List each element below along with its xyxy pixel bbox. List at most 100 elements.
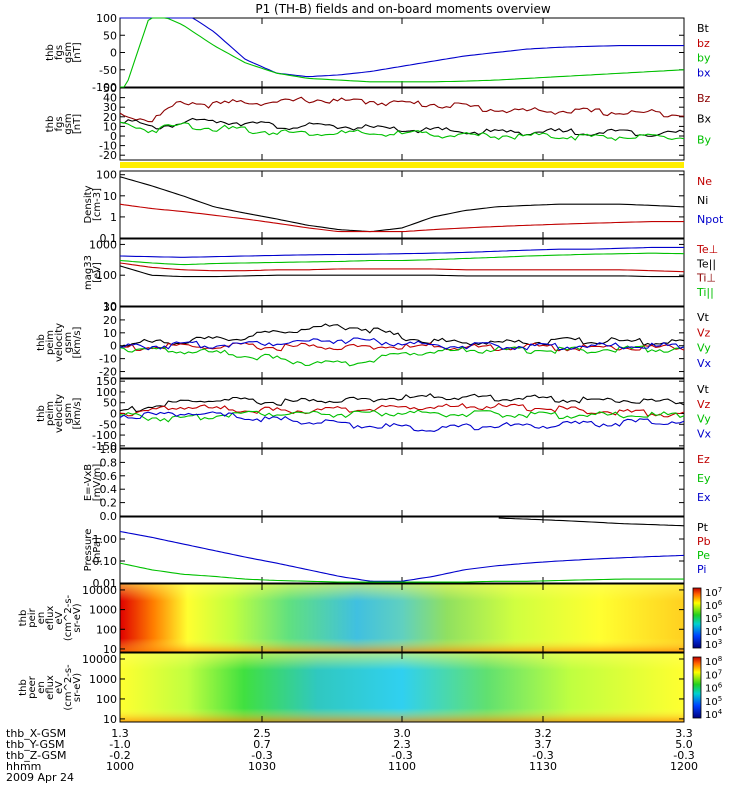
y-tick-label: 50 (103, 397, 117, 410)
date-label: 2009 Apr 24 (6, 771, 74, 784)
y-tick-label: 0 (110, 47, 117, 60)
spectrogram-shading (120, 653, 684, 722)
legend-entry: Te⊥ (696, 243, 718, 256)
panel-efield: 1.00.80.60.40.20.0 E=-VxB[mV/m] Ez Ey Ex (83, 443, 711, 523)
legend-entry: Bt (697, 22, 710, 35)
x-tick-label: 3.3 (675, 727, 693, 740)
y-tick-label: 30 (103, 101, 117, 114)
legend-entry: Vx (697, 427, 712, 440)
y-axis-label: thb (45, 44, 56, 61)
status-bar (120, 162, 684, 168)
legend-entry: Ez (697, 453, 710, 466)
y-tick-label: 100 (96, 693, 117, 706)
x-tick-label: 2.3 (393, 738, 411, 751)
legend-entry: Vy (697, 342, 711, 355)
legend-entry: Vx (697, 357, 712, 370)
legend-entry: Vz (697, 398, 711, 411)
y-axis-label: thb (36, 405, 47, 422)
legend-entry: Ti|| (696, 286, 714, 299)
legend-entry: Vt (697, 383, 710, 396)
series-line-Ne (119, 203, 684, 233)
x-tick-label: 1100 (388, 760, 416, 773)
series-line-Te|| (119, 265, 684, 278)
colorbar (692, 656, 702, 719)
y-axis-label: mag33 (83, 255, 94, 290)
y-axis-label: thb (18, 610, 29, 627)
x-tick-label: 3.2 (534, 727, 552, 740)
legend-entry: Pe (697, 549, 710, 562)
legend-entry: Ni (697, 194, 708, 207)
y-axis-label: [nT] (72, 114, 83, 134)
y-tick-label: 150 (96, 375, 117, 388)
series-line-Vx (119, 337, 685, 351)
x-tick-label: -0.3 (391, 749, 412, 762)
y-tick-label: 10 (103, 300, 117, 313)
y-axis-label: gsm (63, 332, 74, 353)
y-axis-label: peer (27, 675, 38, 699)
series-line-Bz (119, 96, 685, 123)
y-axis-label: (cm^2-s- (63, 664, 74, 711)
panel-frame (119, 17, 685, 88)
series-line-By (119, 121, 685, 141)
y-axis-label: thb (36, 334, 47, 351)
y-axis-label: (cm^2-s- (63, 594, 74, 641)
y-axis-label: en (36, 681, 47, 694)
y-axis-label: peir (27, 607, 38, 627)
legend-entry: Bz (697, 92, 711, 105)
legend-entry: Ne (697, 175, 712, 188)
legend-entry: bx (697, 66, 711, 79)
y-axis-label: eV (54, 681, 65, 694)
y-axis-label: gsm (63, 42, 74, 63)
legend-entry: Ey (697, 472, 711, 485)
legend-entry: By (697, 133, 712, 146)
y-axis-label: eV (54, 611, 65, 624)
series-line-Pe (119, 562, 684, 583)
y-tick-label: 0.10 (93, 555, 118, 568)
y-tick-label: -150 (92, 440, 117, 453)
x-tick-label: 1000 (106, 760, 134, 773)
series-line-Pt (498, 517, 685, 527)
colorbar-tick-label: 106 (705, 682, 723, 695)
y-tick-label: 40 (103, 92, 117, 105)
y-axis-label: [nPa] (92, 537, 103, 563)
y-tick-label: 10 (103, 713, 117, 726)
y-axis-label: gsm (63, 113, 74, 134)
x-tick-label: 5.0 (675, 738, 693, 751)
legend-entry: Bx (697, 113, 712, 126)
series-line-Vy (119, 409, 685, 423)
legend-entry: bz (697, 37, 710, 50)
y-axis-label: [nT] (72, 42, 83, 62)
y-tick-label: 30 (103, 301, 117, 314)
y-axis-label: gsm (63, 403, 74, 424)
legend-entry: Vz (697, 326, 711, 339)
y-tick-label: 1.0 (100, 443, 118, 456)
x-tick-label: 3.0 (393, 727, 411, 740)
y-axis-label: [eV] (92, 262, 103, 283)
y-tick-label: -50 (99, 418, 117, 431)
series-line-Vt (119, 323, 685, 349)
x-tick-label: 1.3 (111, 727, 129, 740)
y-axis-label: [km/s] (72, 326, 83, 358)
legend-entry: Pi (697, 563, 706, 576)
series-line-bx (120, 17, 684, 78)
panel-temperature: 1000 100 10 mag33[eV] Te⊥Te|| Ti⊥Ti|| (83, 238, 718, 313)
y-tick-label: 0.1 (100, 232, 118, 245)
x-tick-label: 3.7 (534, 738, 552, 751)
series-line-by (120, 17, 685, 88)
y-axis-label: Pressure (83, 529, 94, 572)
y-tick-label: 50 (103, 82, 117, 95)
ephemeris-label: thb_Y-GSM (6, 738, 65, 751)
y-axis-label: sr-eV) (72, 673, 83, 702)
y-tick-label: 10 (103, 190, 117, 203)
colorbar-tick-label: 104 (705, 708, 723, 721)
legend-entry: Vt (697, 311, 710, 324)
y-tick-label: 0.01 (93, 577, 118, 590)
y-tick-label: 100 (96, 169, 117, 182)
series-line-Vt (119, 393, 685, 413)
ephemeris-label: thb_X-GSM (6, 727, 66, 740)
y-axis-label: fgs (54, 116, 65, 131)
